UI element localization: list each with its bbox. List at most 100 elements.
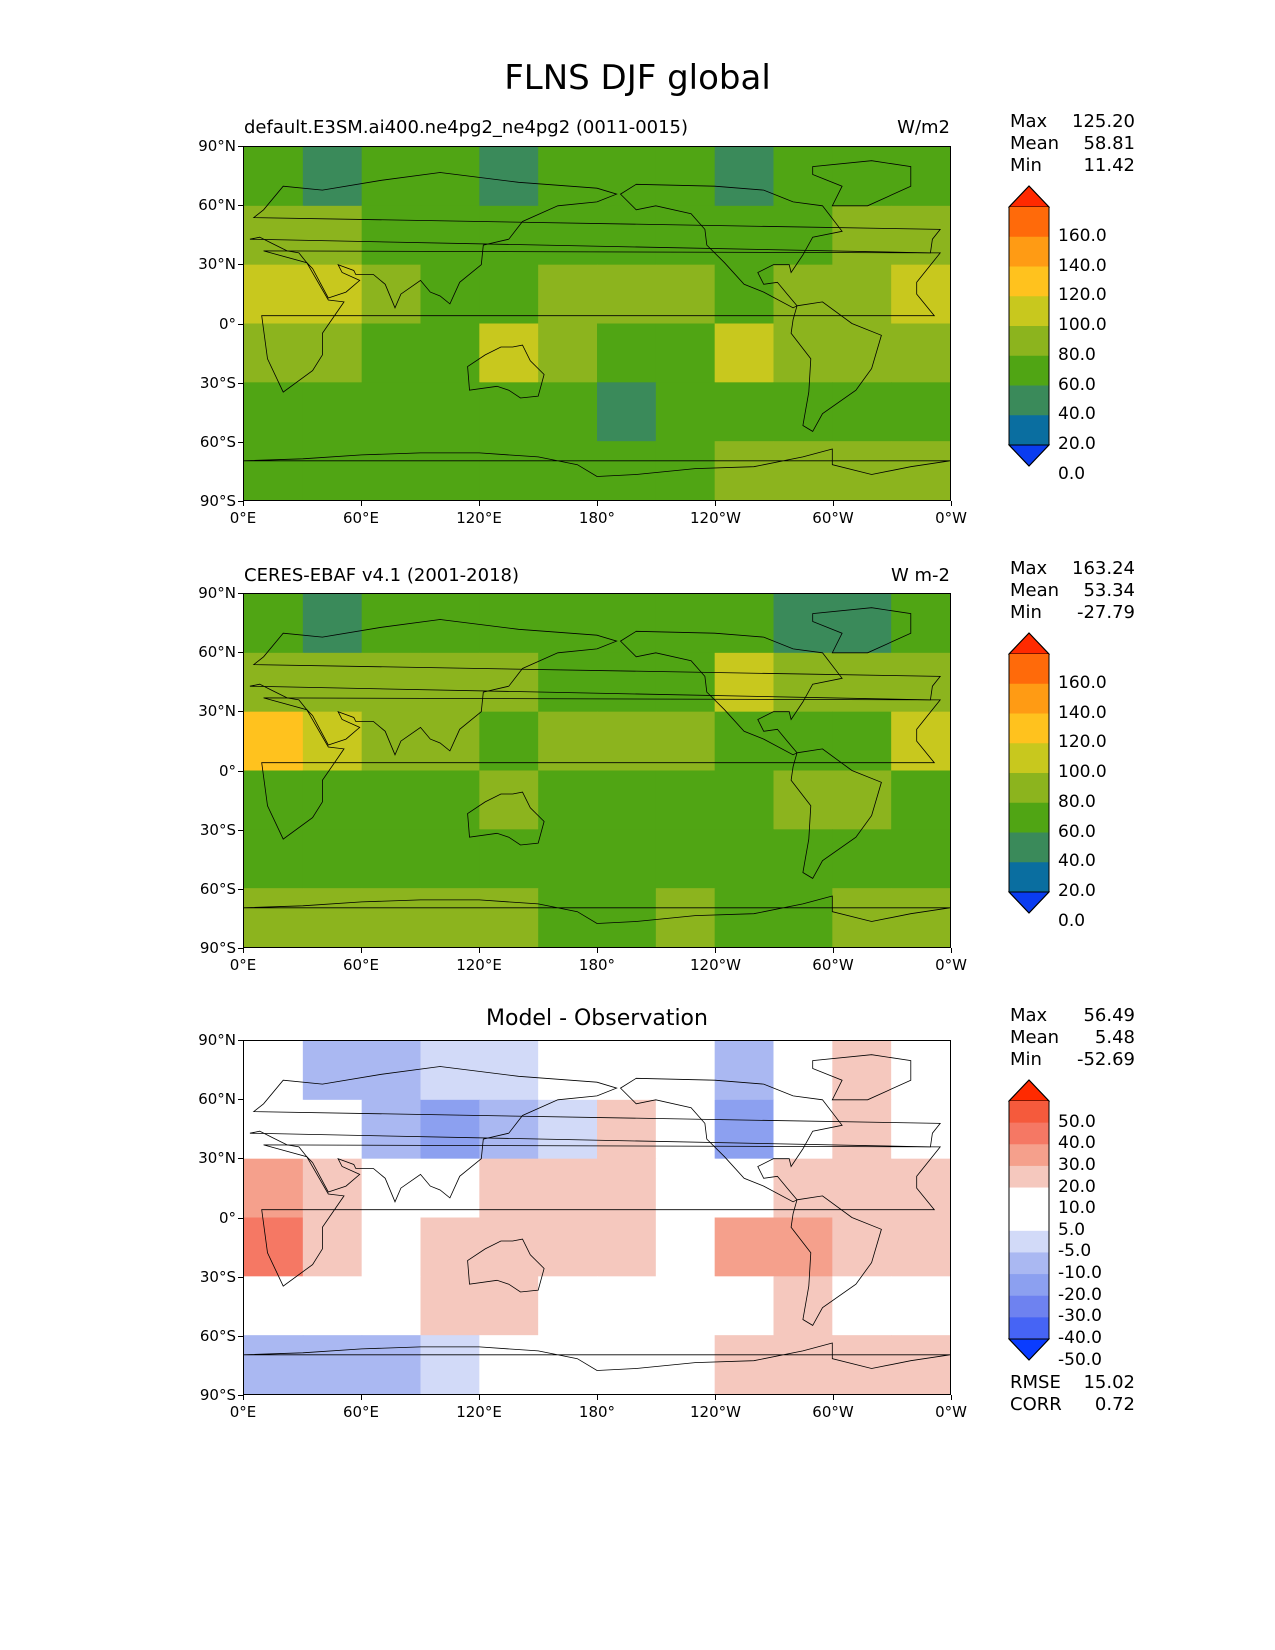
stat-rmse: RMSE 15.02	[1010, 1372, 1135, 1393]
map-cell	[773, 1041, 833, 1101]
lat-tick-label: 60°N	[198, 196, 236, 215]
map-cell	[479, 264, 539, 325]
map-cell	[655, 323, 716, 383]
map-cell	[597, 770, 657, 830]
lat-tick-mark	[238, 711, 243, 713]
map-cell	[597, 205, 657, 266]
map-cell	[832, 594, 892, 654]
map-cell	[773, 323, 833, 383]
map-cell	[832, 711, 892, 772]
colorbar-label: 20.0	[1058, 881, 1096, 901]
map-cell	[244, 147, 304, 207]
map-cell	[597, 382, 657, 442]
map-cell	[773, 1217, 833, 1277]
colorbar-bin	[1009, 1144, 1049, 1167]
lon-tick-mark	[951, 948, 952, 953]
lat-tick-mark	[238, 888, 243, 890]
map-cell	[244, 829, 304, 889]
map-cell	[714, 382, 775, 442]
panel-2-map	[243, 593, 951, 948]
map-cell	[773, 205, 833, 266]
lon-tick-mark	[361, 1395, 362, 1400]
lat-tick-label: 60°S	[199, 879, 236, 898]
lat-tick-mark	[238, 146, 243, 147]
colorbar-bin	[1009, 1165, 1049, 1189]
lat-tick-label: 60°N	[198, 643, 236, 662]
map-cell	[479, 1158, 539, 1219]
map-cell	[714, 652, 775, 713]
lon-tick-label: 120°E	[456, 509, 502, 527]
colorbar-label: -30.0	[1058, 1306, 1102, 1327]
lat-tick-label: 30°S	[199, 820, 236, 839]
lon-tick-mark	[597, 1395, 598, 1400]
map-cell	[538, 1158, 598, 1219]
lon-tick-label: 0°W	[935, 1403, 967, 1421]
stat-max: Max 125.20	[1010, 111, 1135, 132]
map-cell	[244, 1158, 304, 1219]
panel-1-title: default.E3SM.ai400.ne4pg2_ne4pg2 (0011-0…	[244, 117, 689, 138]
map-cell	[302, 382, 363, 442]
map-cell	[773, 652, 833, 713]
map-cell	[832, 1217, 892, 1277]
colorbar-bin	[1009, 1230, 1049, 1253]
lon-tick-mark	[361, 501, 362, 506]
map-cell	[302, 1158, 363, 1219]
lat-tick-label: 30°S	[199, 1267, 236, 1286]
map-cell	[361, 1099, 422, 1160]
map-cell	[538, 1217, 598, 1277]
lon-tick-mark	[833, 501, 834, 506]
lat-tick-mark	[238, 593, 243, 594]
colorbar-label: 0.0	[1058, 463, 1086, 484]
lon-tick-label: 120°E	[456, 1403, 502, 1421]
map-cell	[891, 1217, 950, 1277]
map-cell	[597, 1335, 657, 1394]
map-cell	[420, 1335, 480, 1394]
map-cell	[420, 1099, 480, 1160]
lon-tick-label: 60°E	[342, 1403, 380, 1421]
map-cell	[479, 441, 539, 500]
lat-tick-label: 30°N	[198, 255, 236, 274]
colorbar-label: 160.0	[1058, 672, 1107, 693]
map-cell	[597, 888, 657, 947]
map-cell	[773, 711, 833, 772]
map-cell	[891, 205, 950, 266]
coastline	[249, 172, 942, 309]
colorbar-label: 140.0	[1058, 255, 1107, 276]
map-cell	[420, 264, 480, 325]
colorbar-outline	[1008, 1079, 1050, 1361]
figure-title: FLNS DJF global	[504, 58, 771, 98]
lat-tick-mark	[238, 323, 243, 325]
map-cell	[832, 205, 892, 266]
map-cell	[302, 1217, 363, 1277]
map-cell	[714, 888, 775, 947]
map-cell	[655, 382, 716, 442]
map-cell	[244, 1041, 304, 1101]
map-cell	[244, 323, 304, 383]
map-cell	[714, 1217, 775, 1277]
map-cell	[773, 441, 833, 500]
map-cell	[891, 1276, 950, 1336]
panel-2-colorbar	[1008, 632, 1050, 914]
map-cell	[479, 1099, 539, 1160]
colorbar-label: 30.0	[1058, 1154, 1096, 1175]
map-cell	[479, 711, 539, 772]
map-cell	[655, 1099, 716, 1160]
colorbar-extend-max	[1008, 632, 1050, 655]
lat-tick-mark	[238, 382, 243, 384]
map-cell	[597, 829, 657, 889]
coastline	[249, 619, 942, 756]
lat-tick-mark	[238, 770, 243, 772]
lon-tick-label: 120°W	[690, 956, 741, 974]
map-cell	[479, 147, 539, 207]
lon-tick-mark	[715, 1395, 716, 1400]
map-cell	[302, 594, 363, 654]
lon-tick-mark	[597, 501, 598, 506]
coastline	[812, 1054, 912, 1101]
map-cell	[420, 382, 480, 442]
map-cell	[891, 711, 950, 772]
lon-tick-mark	[715, 948, 716, 953]
map-cell	[773, 1158, 833, 1219]
map-cell	[655, 147, 716, 207]
lat-tick-mark	[238, 1335, 243, 1337]
map-cell	[538, 829, 598, 889]
